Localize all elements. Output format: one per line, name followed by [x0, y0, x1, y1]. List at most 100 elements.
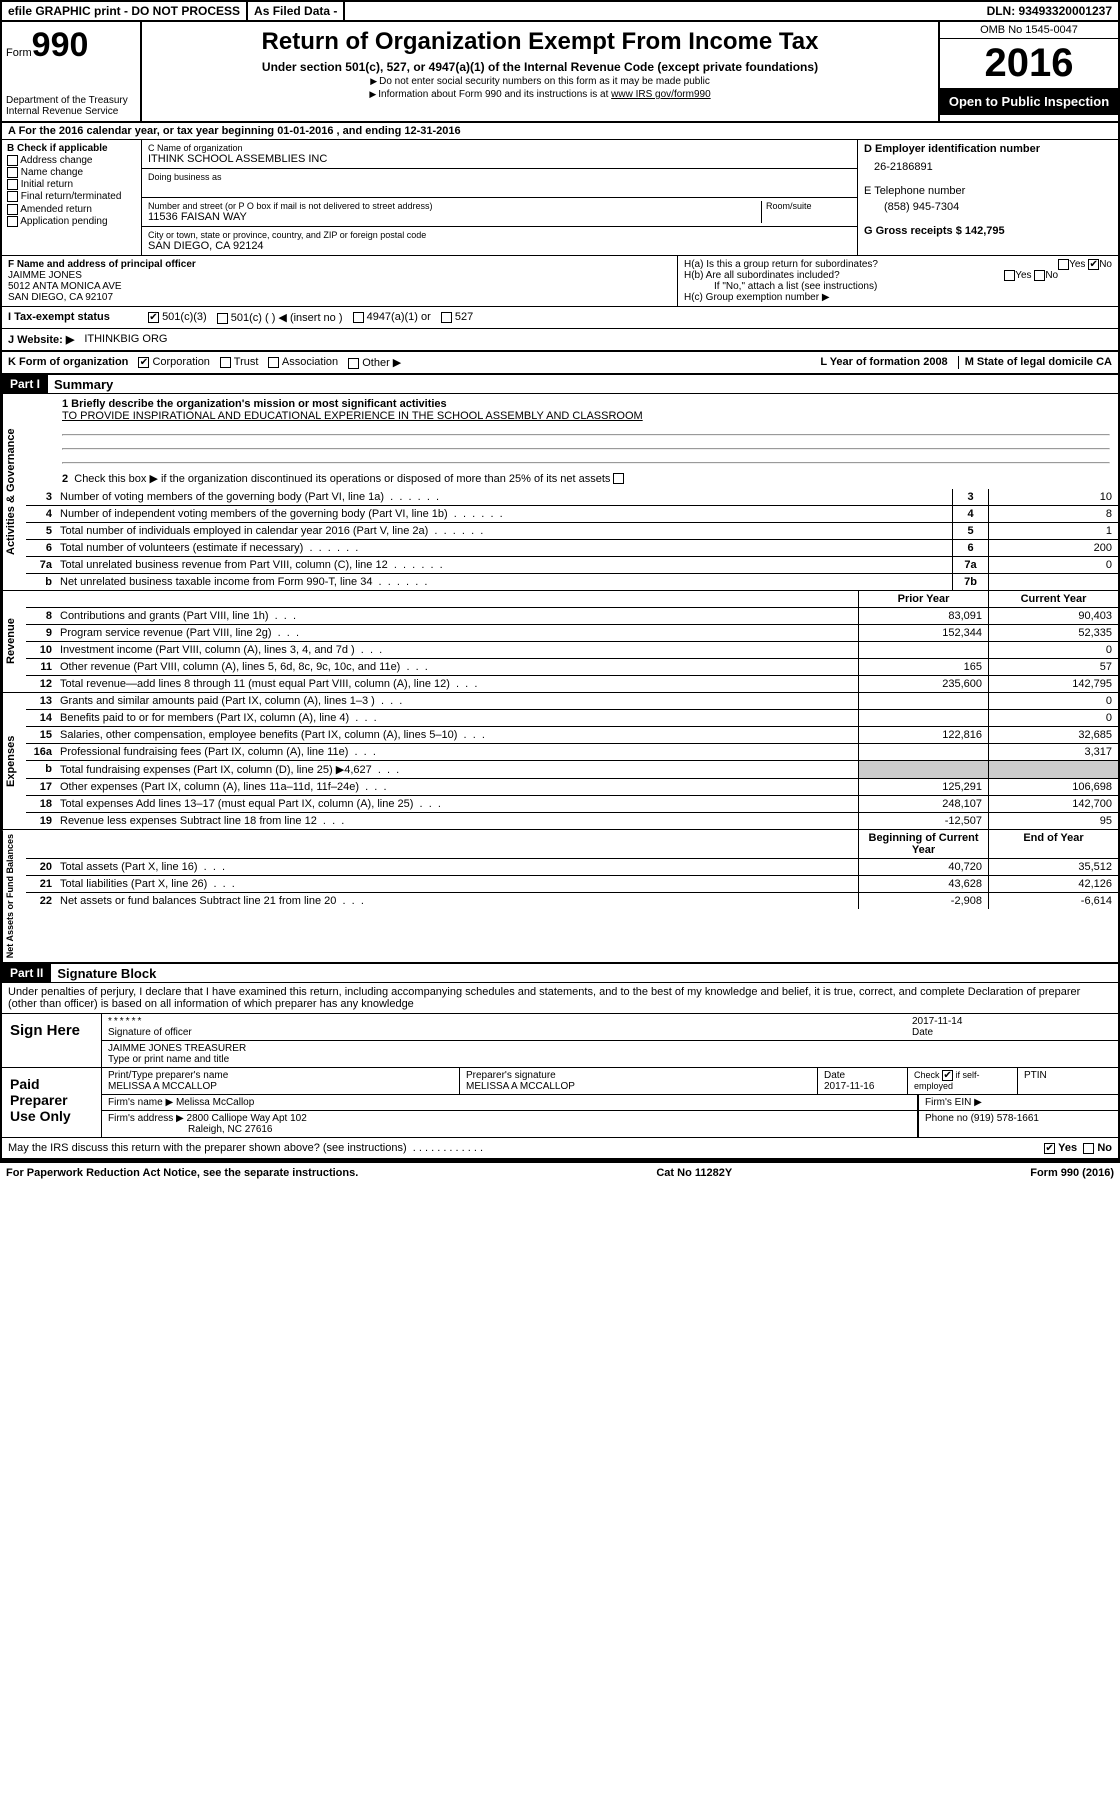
- section-fh: F Name and address of principal officer …: [2, 256, 1118, 307]
- irs-link[interactable]: www IRS gov/form990: [611, 89, 710, 100]
- org-name: ITHINK SCHOOL ASSEMBLIES INC: [148, 153, 851, 165]
- summary-line: 4Number of independent voting members of…: [26, 506, 1118, 523]
- chk-501c[interactable]: [217, 313, 228, 324]
- col-f-officer: F Name and address of principal officer …: [2, 256, 678, 306]
- paid-preparer-label: Paid Preparer Use Only: [2, 1068, 102, 1137]
- status-label: I Tax-exempt status: [8, 311, 138, 324]
- prep-name: MELISSA A MCCALLOP: [108, 1081, 453, 1092]
- prep-sig-label: Preparer's signature: [466, 1070, 811, 1081]
- summary-line: bNet unrelated business taxable income f…: [26, 574, 1118, 590]
- hb-label: H(b) Are all subordinates included?: [684, 270, 840, 281]
- summary-line: 17Other expenses (Part IX, column (A), l…: [26, 779, 1118, 796]
- officer-addr1: 5012 ANTA MONICA AVE: [8, 281, 671, 292]
- summary-line: 14Benefits paid to or for members (Part …: [26, 710, 1118, 727]
- officer-addr2: SAN DIEGO, CA 92107: [8, 292, 671, 303]
- discuss-no[interactable]: [1083, 1143, 1094, 1154]
- checkbox[interactable]: [7, 191, 18, 202]
- summary-line: 10Investment income (Part VIII, column (…: [26, 642, 1118, 659]
- part1-bar: Part I: [2, 375, 48, 393]
- header-right: OMB No 1545-0047 2016 Open to Public Ins…: [938, 22, 1118, 121]
- sign-here-row: Sign Here ****** Signature of officer 20…: [2, 1014, 1118, 1068]
- asfiled: As Filed Data -: [248, 2, 345, 20]
- firm-city: Raleigh, NC 27616: [108, 1124, 911, 1135]
- hb-no[interactable]: [1034, 270, 1045, 281]
- chk-527[interactable]: [441, 312, 452, 323]
- chk-corp[interactable]: [138, 357, 149, 368]
- officer-name-title: JAIMME JONES TREASURER: [108, 1043, 1112, 1054]
- checkbox[interactable]: [7, 155, 18, 166]
- line1-mission: TO PROVIDE INSPIRATIONAL AND EDUCATIONAL…: [62, 410, 1110, 422]
- ptin-label: PTIN: [1018, 1068, 1118, 1094]
- form-subtitle: Under section 501(c), 527, or 4947(a)(1)…: [154, 60, 926, 74]
- summary-line: 16aProfessional fundraising fees (Part I…: [26, 744, 1118, 761]
- note-ssn: Do not enter social security numbers on …: [379, 76, 710, 87]
- chk-other[interactable]: [348, 358, 359, 369]
- checkbox[interactable]: [7, 167, 18, 178]
- chk-trust[interactable]: [220, 357, 231, 368]
- paid-preparer-row: Paid Preparer Use Only Print/Type prepar…: [2, 1068, 1118, 1138]
- summary-line: 20Total assets (Part X, line 16) . . .40…: [26, 859, 1118, 876]
- header-mid: Return of Organization Exempt From Incom…: [142, 22, 938, 121]
- summary-line: 8Contributions and grants (Part VIII, li…: [26, 608, 1118, 625]
- chk-4947[interactable]: [353, 312, 364, 323]
- note-info: Information about Form 990 and its instr…: [378, 89, 611, 100]
- colb-item: Address change: [7, 155, 136, 166]
- part2-header: Part II Signature Block: [2, 964, 1118, 983]
- phone-label: E Telephone number: [864, 185, 1112, 197]
- discuss-yes[interactable]: [1044, 1143, 1055, 1154]
- l-year: L Year of formation 2008: [820, 356, 947, 369]
- ha-no[interactable]: [1088, 259, 1099, 270]
- chk-501c3[interactable]: [148, 312, 159, 323]
- addr-label: Number and street (or P O box if mail is…: [148, 201, 761, 211]
- summary-line: 7aTotal unrelated business revenue from …: [26, 557, 1118, 574]
- sig-date: 2017-11-14: [912, 1016, 1112, 1027]
- hb-yes[interactable]: [1004, 270, 1015, 281]
- footer: For Paperwork Reduction Act Notice, see …: [0, 1162, 1120, 1183]
- colb-item: Application pending: [7, 216, 136, 227]
- part1-title: Summary: [48, 377, 113, 392]
- part2-bar: Part II: [2, 964, 51, 982]
- efile-notice: efile GRAPHIC print - DO NOT PROCESS: [2, 2, 248, 20]
- form-title: Return of Organization Exempt From Incom…: [154, 28, 926, 56]
- col-h-group: H(a) Is this a group return for subordin…: [678, 256, 1118, 306]
- type-name-label: Type or print name and title: [108, 1054, 1112, 1065]
- k-label: K Form of organization: [8, 356, 128, 369]
- perjury-text: Under penalties of perjury, I declare th…: [2, 983, 1118, 1014]
- chk-assoc[interactable]: [268, 357, 279, 368]
- colb-item: Initial return: [7, 179, 136, 190]
- prep-date-label: Date: [824, 1070, 901, 1081]
- summary-line: 6Total number of volunteers (estimate if…: [26, 540, 1118, 557]
- row-klm: K Form of organization Corporation Trust…: [2, 352, 1118, 375]
- header: Form990 Department of the Treasury Inter…: [2, 22, 1118, 123]
- firm-name-label: Firm's name ▶: [108, 1097, 173, 1108]
- summary-line: 18Total expenses Add lines 13–17 (must e…: [26, 796, 1118, 813]
- firm-addr-label: Firm's address ▶: [108, 1113, 184, 1124]
- checkbox[interactable]: [7, 204, 18, 215]
- part1-header: Part I Summary: [2, 375, 1118, 394]
- checkbox[interactable]: [7, 179, 18, 190]
- row-a-period: A For the 2016 calendar year, or tax yea…: [2, 123, 1118, 140]
- col-prior-year: Prior Year: [858, 591, 988, 607]
- chk-self-employed[interactable]: [942, 1070, 953, 1081]
- summary-line: 13Grants and similar amounts paid (Part …: [26, 693, 1118, 710]
- col-begin-year: Beginning of Current Year: [858, 830, 988, 858]
- firm-name: Melissa McCallop: [176, 1097, 254, 1108]
- omb-number: OMB No 1545-0047: [940, 22, 1118, 39]
- row-j-website: J Website: ▶ ITHINKBIG ORG: [2, 329, 1118, 352]
- checkbox[interactable]: [7, 216, 18, 227]
- firm-phone: Phone no (919) 578-1661: [918, 1111, 1118, 1137]
- ha-yes[interactable]: [1058, 259, 1069, 270]
- colb-item: Name change: [7, 167, 136, 178]
- firm-ein: Firm's EIN ▶: [918, 1095, 1118, 1110]
- summary-line: 22Net assets or fund balances Subtract l…: [26, 893, 1118, 909]
- summary-line: 3Number of voting members of the governi…: [26, 489, 1118, 506]
- tax-year: 2016: [940, 39, 1118, 88]
- city-label: City or town, state or province, country…: [148, 230, 851, 240]
- section-bcd: B Check if applicable Address change Nam…: [2, 140, 1118, 256]
- website-value: ITHINKBIG ORG: [84, 333, 167, 346]
- arrow-icon: [370, 76, 379, 87]
- dept-treasury: Department of the Treasury: [6, 95, 136, 106]
- side-net: Net Assets or Fund Balances: [2, 830, 26, 962]
- phone: (858) 945-7304: [864, 197, 1112, 225]
- line2-chk[interactable]: [613, 473, 624, 484]
